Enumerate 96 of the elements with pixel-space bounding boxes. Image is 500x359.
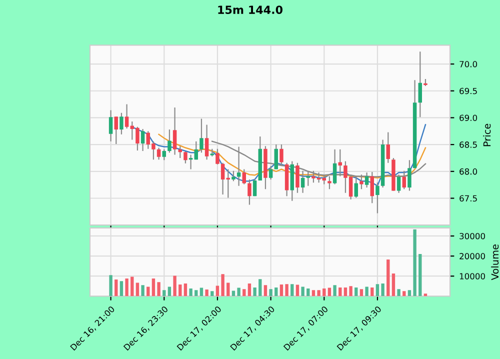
- candlestick: [168, 128, 172, 154]
- bar: [226, 282, 230, 296]
- chart-title: 15m 144.0: [218, 6, 282, 14]
- bar: [349, 286, 352, 296]
- candlestick: [184, 150, 188, 164]
- bar: [408, 290, 412, 296]
- y-tick-label: 68.0: [460, 168, 478, 175]
- candlestick: [162, 148, 166, 161]
- bar: [178, 284, 182, 296]
- bar: [338, 288, 342, 296]
- bar: [280, 284, 284, 296]
- bar: [418, 254, 422, 296]
- candlestick: [242, 168, 246, 185]
- y-tick-label: 20000: [460, 253, 485, 260]
- bar: [322, 288, 326, 296]
- bar: [258, 279, 262, 296]
- bar: [194, 290, 198, 296]
- bar: [216, 286, 220, 296]
- bar: [120, 281, 124, 296]
- bar: [264, 285, 268, 296]
- y-tick-label: 68.5: [460, 142, 477, 148]
- y-tick-label: 70.0: [460, 61, 478, 68]
- candlestick: [194, 140, 198, 160]
- bar: [402, 291, 406, 296]
- candlestick: [280, 144, 284, 167]
- candlestick: [204, 124, 209, 160]
- bar: [253, 288, 256, 296]
- bar: [397, 289, 400, 296]
- bar: [210, 291, 214, 296]
- bar: [301, 286, 304, 296]
- bar: [424, 294, 428, 296]
- y-tick-label: 10000: [460, 273, 485, 280]
- candlestick: [172, 106, 177, 156]
- y-tick-label: 67.5: [460, 195, 477, 202]
- bar: [200, 288, 204, 296]
- bar: [317, 290, 320, 296]
- candlestick: [120, 112, 124, 135]
- candlestick: [216, 148, 220, 165]
- bar: [109, 275, 112, 296]
- bar: [381, 284, 384, 296]
- bar: [141, 285, 144, 296]
- candlestick: [252, 178, 257, 197]
- bar: [296, 284, 300, 296]
- bar: [333, 285, 336, 296]
- candlestick: [124, 104, 129, 130]
- bar: [370, 288, 374, 296]
- bar: [205, 290, 208, 296]
- y-tick-label: 69.5: [460, 88, 477, 94]
- y-axis-title: Price: [483, 124, 491, 146]
- candlestick: [200, 118, 204, 154]
- bar: [152, 278, 156, 296]
- candlestick: [232, 170, 236, 182]
- candlestick: [376, 182, 380, 214]
- candlestick: [114, 116, 118, 145]
- bar: [413, 229, 416, 296]
- candlestick: [140, 128, 145, 152]
- bar: [285, 284, 288, 296]
- bar: [306, 288, 310, 296]
- y-axis-title: Volume: [491, 244, 499, 280]
- bar: [173, 276, 176, 296]
- bar: [365, 286, 368, 296]
- bar: [184, 284, 188, 296]
- candlestick: [418, 51, 422, 118]
- bar: [162, 290, 166, 296]
- bar: [125, 278, 128, 296]
- bar: [386, 259, 390, 296]
- bar: [392, 274, 396, 296]
- candlestick: [386, 132, 390, 164]
- bar: [312, 290, 316, 296]
- bar: [269, 289, 272, 296]
- bar: [130, 276, 134, 296]
- bar: [242, 289, 246, 296]
- bar: [136, 282, 140, 296]
- bar: [146, 286, 150, 296]
- candlestick: [108, 110, 113, 142]
- candlestick: [248, 178, 252, 206]
- bar: [354, 288, 358, 296]
- bar: [376, 284, 380, 296]
- candlestick: [274, 144, 278, 170]
- bar: [290, 284, 294, 296]
- bar: [248, 284, 252, 296]
- bar: [274, 288, 278, 296]
- y-tick-label: 69.0: [460, 114, 478, 121]
- bar: [189, 288, 192, 296]
- bar: [168, 286, 172, 296]
- y-tick-label: 30000: [460, 232, 485, 240]
- bar: [360, 289, 364, 296]
- candlestick: [268, 165, 273, 180]
- bar: [344, 288, 348, 296]
- candlestick: [220, 162, 225, 196]
- candlestick: [156, 147, 161, 160]
- bar: [157, 282, 160, 296]
- bar: [237, 288, 240, 296]
- bar: [114, 280, 118, 296]
- bar: [221, 274, 224, 296]
- bar: [328, 288, 332, 296]
